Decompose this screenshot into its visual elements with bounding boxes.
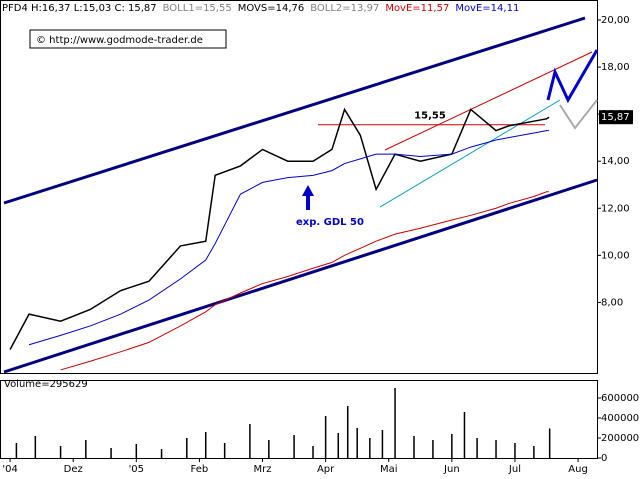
volume-bar <box>312 446 314 458</box>
y-tick-label: 12,00 <box>601 203 630 214</box>
volume-bar <box>324 416 327 458</box>
volume-bar <box>268 440 270 458</box>
header-item: MOVS=14,76 <box>238 3 305 14</box>
header-item: MovE=14,11 <box>455 3 519 14</box>
volume-tick-label: 200000 <box>601 433 639 444</box>
annotation: exp. GDL 50 <box>296 217 364 228</box>
volume-tick-label: 0 <box>601 453 607 464</box>
volume-bar <box>381 430 384 458</box>
resistance-label: 15,55 <box>414 111 446 122</box>
volume-bar <box>533 446 535 458</box>
lower-trend-line <box>3 178 598 374</box>
price-panel <box>0 0 598 374</box>
volume-bar <box>186 438 188 458</box>
volume-bar <box>369 438 371 458</box>
x-tick-label: Aug <box>568 464 588 475</box>
header-item: MovE=11,57 <box>385 3 449 14</box>
volume-bar <box>451 434 453 458</box>
header-item: PFD4 H:16,37 L:15,03 C: 15,87 <box>2 3 157 14</box>
volume-bar <box>110 448 112 458</box>
watermark: © http://www.godmode-trader.de <box>36 35 203 46</box>
volume-bar <box>346 406 349 458</box>
volume-bar <box>356 428 358 458</box>
volume-bar <box>293 435 295 458</box>
volume-bar <box>204 432 207 458</box>
volume-tick-label: 400000 <box>601 413 639 424</box>
volume-bar <box>514 443 516 458</box>
volume-bar <box>463 412 466 458</box>
x-tick-label: Mrz <box>254 464 272 475</box>
header-item: BOLL2=13,97 <box>310 3 379 14</box>
x-tick-label: '04 <box>2 464 17 475</box>
volume-panel <box>0 380 598 459</box>
price-line <box>28 130 550 346</box>
price-line <box>60 191 550 371</box>
volume-bar <box>34 436 37 458</box>
volume-bar <box>223 443 226 458</box>
cyan-trend-line <box>379 99 561 208</box>
x-tick-label: Feb <box>191 464 209 475</box>
x-tick-label: Mai <box>380 464 398 475</box>
volume-bar <box>413 436 415 458</box>
price-line <box>9 107 550 350</box>
upper-trend-line <box>3 16 586 205</box>
watermark-box <box>29 29 227 49</box>
volume-label: Volume=295629 <box>4 379 88 390</box>
y-tick-label: 14,00 <box>601 156 630 167</box>
volume-bar <box>548 428 551 458</box>
x-tick-label: Apr <box>317 464 335 475</box>
arrow <box>302 185 314 210</box>
volume-bar <box>495 440 497 458</box>
red-channel-line <box>384 51 593 151</box>
volume-bar <box>394 388 396 458</box>
volume-bar <box>160 449 163 458</box>
volume-bar <box>337 433 340 458</box>
x-tick-label: Jul <box>508 464 521 475</box>
last-price-label: 15,87 <box>601 112 630 123</box>
x-tick-label: Jun <box>443 464 460 475</box>
volume-bar <box>135 444 138 458</box>
volume-tick-label: 600000 <box>601 393 639 404</box>
forecast-blue <box>546 49 599 104</box>
volume-bar <box>59 446 62 458</box>
x-tick-label: '05 <box>129 464 144 475</box>
y-tick-label: 10,00 <box>601 250 630 261</box>
volume-bar <box>432 440 434 458</box>
y-tick-label: 8,00 <box>601 297 623 308</box>
volume-bar <box>15 443 18 458</box>
volume-bar <box>476 438 478 458</box>
x-tick-label: Dez <box>64 464 83 475</box>
header-item: BOLL1=15,55 <box>163 3 232 14</box>
last-price-box <box>599 110 633 125</box>
volume-bar <box>85 440 87 458</box>
y-tick-label: 20,00 <box>601 15 630 26</box>
y-tick-label: 18,00 <box>601 62 630 73</box>
forecast-gray <box>559 99 598 130</box>
volume-bar <box>249 424 251 458</box>
